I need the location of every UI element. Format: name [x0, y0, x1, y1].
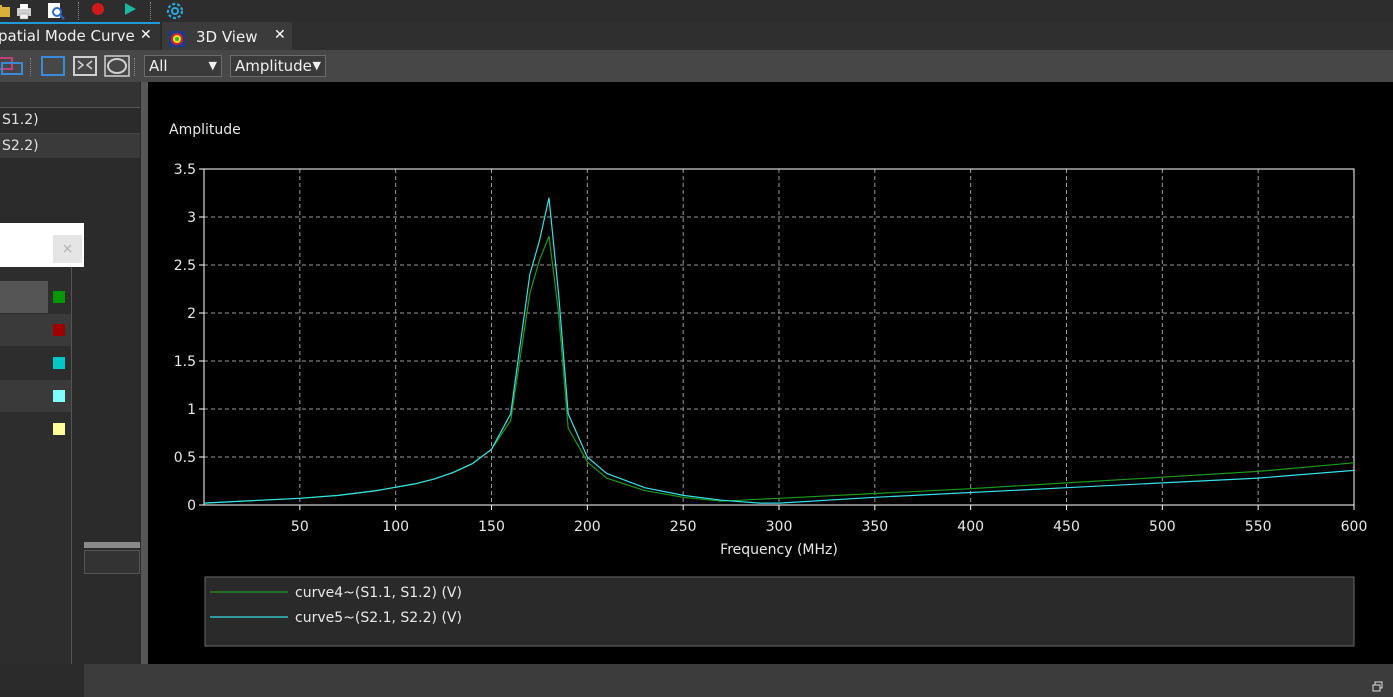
x-tick-label: 550	[1245, 519, 1272, 535]
list-item-label: S2.2)	[2, 138, 39, 154]
main-toolbar	[0, 0, 1393, 22]
type-select-value: Amplitude	[235, 57, 312, 75]
y-tick-label: 0.5	[174, 450, 196, 466]
legend-box	[204, 576, 1355, 647]
record-icon[interactable]	[90, 2, 108, 20]
series-line-2	[203, 197, 1355, 504]
chevron-down-icon: ▼	[208, 59, 217, 72]
x-tick-label: 450	[1053, 519, 1080, 535]
x-axis-label: Frequency (MHz)	[720, 542, 838, 558]
tab-label: patial Mode Curve	[0, 27, 135, 45]
color-swatch[interactable]	[53, 357, 65, 369]
list-item[interactable]: S2.2)	[0, 134, 140, 158]
toolbar-separator	[78, 2, 79, 20]
tab-3d-view[interactable]: 3D View ✕	[162, 22, 292, 50]
x-tick-label: 500	[1149, 519, 1176, 535]
play-icon[interactable]	[122, 2, 140, 20]
color-swatch[interactable]	[53, 390, 65, 402]
x-tick-label: 50	[291, 519, 309, 535]
legend-label-1: curve4~(S1.1, S1.2) (V)	[295, 585, 462, 601]
y-tick-label: 2.5	[174, 258, 196, 274]
tab-bar: patial Mode Curve ✕ 3D View ✕	[0, 22, 1393, 50]
folder-icon[interactable]	[0, 2, 12, 20]
restore-icon[interactable]	[1372, 678, 1384, 692]
x-tick-label: 150	[478, 519, 505, 535]
x-tick-label: 250	[670, 519, 697, 535]
chart: Amplitude 50 100 150 200 250 300 350 400 450 500 5…	[169, 122, 1368, 647]
x-tick-label: 350	[861, 519, 888, 535]
panel-input[interactable]	[84, 550, 140, 574]
ellipse-view-icon[interactable]	[104, 55, 130, 77]
y-tick-label: 0	[187, 498, 196, 514]
tab-close-icon[interactable]: ✕	[274, 27, 286, 43]
panel-splitter[interactable]	[141, 82, 148, 666]
y-tick-label: 3.5	[174, 162, 196, 178]
plot-area: Amplitude 50 100 150 200 250 300 350 400 450 500 5…	[148, 82, 1393, 664]
toolbar-separator	[150, 2, 151, 20]
x-tick-label: 100	[382, 519, 409, 535]
list-item[interactable]: S1.2)	[0, 108, 140, 134]
y-tick-label: 1.5	[174, 354, 196, 370]
close-icon: ×	[61, 241, 74, 257]
color-swatch[interactable]	[53, 423, 65, 435]
panel-scrollbar[interactable]	[84, 542, 140, 548]
x-tick-label: 600	[1341, 519, 1368, 535]
fit-view-icon[interactable]	[72, 55, 98, 77]
color-list-panel	[0, 267, 72, 666]
overlay-windows-icon[interactable]	[0, 55, 26, 77]
settings-gear-icon[interactable]	[164, 2, 186, 20]
status-bar-left	[0, 664, 84, 697]
panel-header	[0, 82, 140, 108]
toolbar-separator	[30, 58, 31, 76]
legend-label-2: curve5~(S2.1, S2.2) (V)	[295, 610, 462, 626]
status-bar	[0, 664, 1393, 697]
x-tick-label: 300	[766, 519, 793, 535]
list-item-label: S1.2)	[2, 112, 39, 128]
color-swatch[interactable]	[53, 324, 65, 336]
left-panel: S1.2) S2.2) ×	[0, 82, 146, 666]
color-row-selected[interactable]	[0, 281, 48, 313]
y-tick-label: 3	[187, 210, 196, 226]
tab-bar-empty	[292, 22, 1393, 50]
toolbar-separator	[134, 58, 135, 76]
tab-spatial-mode-curve[interactable]: patial Mode Curve ✕	[0, 22, 160, 50]
print-icon[interactable]	[14, 2, 32, 20]
filter-select-value: All	[149, 57, 168, 75]
dialog-titlebar: ×	[0, 223, 84, 267]
chevron-down-icon: ▼	[312, 59, 321, 72]
type-select[interactable]: Amplitude ▼	[230, 55, 326, 77]
tab-close-icon[interactable]: ✕	[140, 27, 152, 43]
color-swatch[interactable]	[53, 291, 65, 303]
x-tick-label: 400	[957, 519, 984, 535]
plot-toolbar: All ▼ Amplitude ▼	[0, 50, 1393, 82]
y-tick-label: 2	[187, 306, 196, 322]
tab-label: 3D View	[196, 28, 258, 46]
print-preview-icon[interactable]	[46, 2, 65, 20]
y-tick-label: 1	[187, 402, 196, 418]
3d-view-icon	[169, 28, 185, 47]
single-view-icon[interactable]	[40, 55, 66, 77]
filter-select[interactable]: All ▼	[144, 55, 222, 77]
x-tick-label: 200	[574, 519, 601, 535]
y-axis-label: Amplitude	[169, 122, 241, 138]
dialog-close-button[interactable]: ×	[53, 235, 82, 263]
